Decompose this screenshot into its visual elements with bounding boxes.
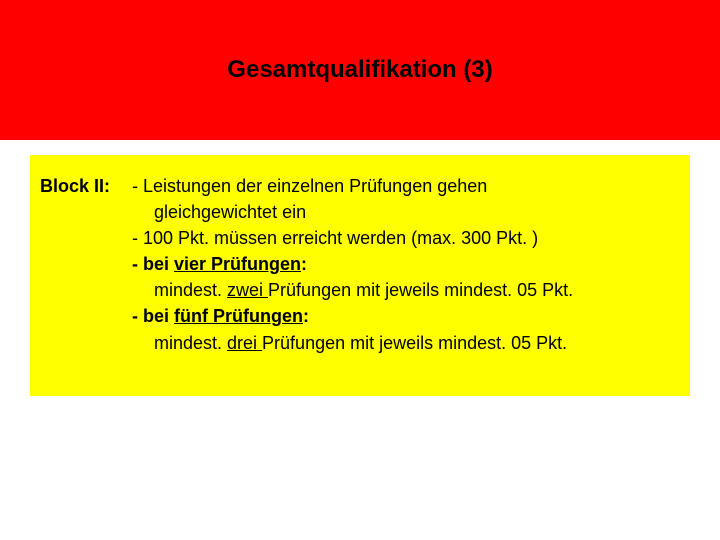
content-line: - 100 Pkt. müssen erreicht werden (max. …	[132, 225, 680, 251]
content-line: - bei fünf Prüfungen:	[132, 303, 680, 329]
header-banner: Gesamtqualifikation (3)	[0, 0, 720, 140]
block-row: Block II: - Leistungen der einzelnen Prü…	[40, 173, 680, 356]
content-line: - Leistungen der einzelnen Prüfungen geh…	[132, 173, 680, 199]
content-line: - bei vier Prüfungen:	[132, 251, 680, 277]
content-line: gleichgewichtet ein	[132, 199, 680, 225]
content-line: mindest. zwei Prüfungen mit jeweils mind…	[132, 277, 680, 303]
block-label: Block II:	[40, 173, 132, 356]
page-title: Gesamtqualifikation (3)	[227, 56, 492, 84]
content-box: Block II: - Leistungen der einzelnen Prü…	[30, 155, 690, 396]
content-line: mindest. drei Prüfungen mit jeweils mind…	[132, 330, 680, 356]
block-text: - Leistungen der einzelnen Prüfungen geh…	[132, 173, 680, 356]
